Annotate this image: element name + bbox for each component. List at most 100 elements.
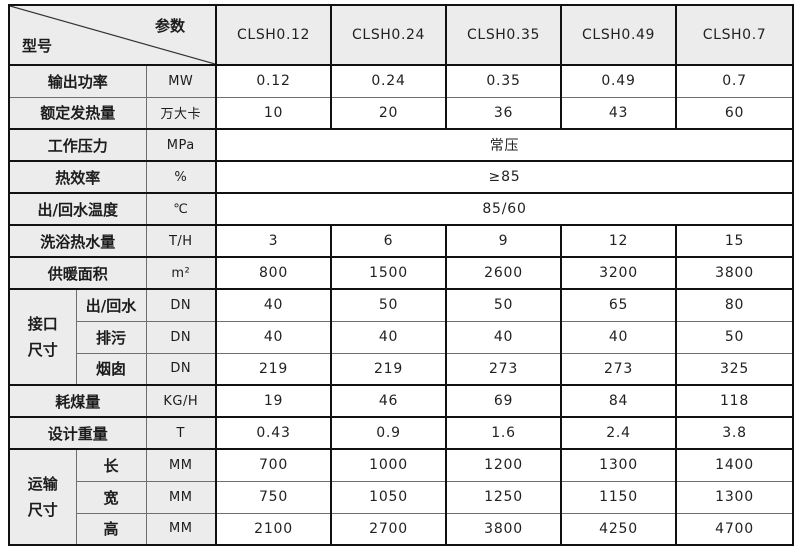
row-label: 洗浴热水量 (9, 224, 147, 257)
header-row: 参数 型号 CLSH0.12 CLSH0.24 CLSH0.35 CLSH0.4… (9, 4, 794, 65)
table-row: 设计重量 T 0.43 0.9 1.6 2.4 3.8 (9, 416, 794, 449)
table-row: 运输尺寸 长 MM 700 1000 1200 1300 1400 (9, 448, 794, 545)
row-label: 热效率 (9, 160, 147, 193)
value-cell: 40 (560, 320, 677, 353)
value-cell: 4700 (675, 512, 794, 545)
table-row: 耗煤量 KG/H 19 46 69 84 118 (9, 384, 794, 417)
unit-label: T (146, 416, 218, 449)
value-cell: 50 (330, 288, 447, 321)
value-cell: 69 (445, 384, 562, 417)
value-cell: 273 (445, 352, 562, 385)
table-row: 供暖面积 m² 800 1500 2600 3200 3800 (9, 256, 794, 289)
unit-label: MM (146, 448, 218, 481)
value-cell: 750 (215, 480, 332, 513)
value-cell: 2600 (445, 256, 562, 289)
unit-label: MW (146, 64, 218, 97)
value-cell: 219 (215, 352, 332, 385)
sub-row-label: 长 (76, 448, 147, 481)
table-row: 热效率 % ≥85 (9, 160, 794, 193)
value-cell: 43 (560, 96, 677, 129)
value-cell: 1200 (445, 448, 562, 481)
value-cell: 20 (330, 96, 447, 129)
sub-row-label: 排污 (76, 320, 147, 353)
value-cell: 12 (560, 224, 677, 257)
value-cell: 1400 (675, 448, 794, 481)
value-cell: 0.35 (445, 64, 562, 97)
unit-label: KG/H (146, 384, 218, 417)
unit-label: % (146, 160, 218, 193)
table-row: 排污 DN 40 40 40 40 50 (9, 320, 794, 353)
value-cell: 80 (675, 288, 794, 321)
value-cell: 9 (445, 224, 562, 257)
row-label: 设计重量 (9, 416, 147, 449)
value-cell: 4250 (560, 512, 677, 545)
value-cell: 2100 (215, 512, 332, 545)
unit-label: MM (146, 512, 218, 545)
table-row: 烟囱 DN 219 219 273 273 325 (9, 352, 794, 385)
value-cell: 2700 (330, 512, 447, 545)
sub-row-label: 烟囱 (76, 352, 147, 385)
unit-label: MM (146, 480, 218, 513)
row-label: 工作压力 (9, 128, 147, 161)
unit-label: 万大卡 (146, 96, 218, 129)
table-row: 输出功率 MW 0.12 0.24 0.35 0.49 0.7 (9, 64, 794, 97)
table-row: 宽 MM 750 1050 1250 1150 1300 (9, 480, 794, 513)
row-label: 出/回水温度 (9, 192, 147, 225)
table-row: 高 MM 2100 2700 3800 4250 4700 (9, 512, 794, 545)
corner-model-label: 型号 (22, 37, 53, 55)
row-label: 额定发热量 (9, 96, 147, 129)
value-cell: 3200 (560, 256, 677, 289)
table-row: 工作压力 MPa 常压 (9, 128, 794, 161)
sub-row-label: 高 (76, 512, 147, 545)
value-cell: 65 (560, 288, 677, 321)
value-cell: 219 (330, 352, 447, 385)
value-cell: 10 (215, 96, 332, 129)
value-cell: 700 (215, 448, 332, 481)
value-cell: 1050 (330, 480, 447, 513)
value-cell: 50 (675, 320, 794, 353)
unit-label: DN (146, 320, 218, 353)
model-header: CLSH0.24 (330, 4, 447, 65)
spec-table: 参数 型号 CLSH0.12 CLSH0.24 CLSH0.35 CLSH0.4… (8, 4, 795, 546)
value-cell: 3 (215, 224, 332, 257)
value-cell: 0.7 (675, 64, 794, 97)
value-cell: 3.8 (675, 416, 794, 449)
table-row: 出/回水温度 ℃ 85/60 (9, 192, 794, 225)
value-cell: 1300 (675, 480, 794, 513)
value-cell: 1250 (445, 480, 562, 513)
row-label: 供暖面积 (9, 256, 147, 289)
unit-label: DN (146, 352, 218, 385)
value-cell: 40 (215, 288, 332, 321)
value-cell: 118 (675, 384, 794, 417)
value-cell: 3800 (675, 256, 794, 289)
group-label-text: 接口尺寸 (27, 314, 58, 359)
unit-label: DN (146, 288, 218, 321)
corner-cell: 参数 型号 (9, 4, 218, 65)
value-cell: 1300 (560, 448, 677, 481)
value-cell: 2.4 (560, 416, 677, 449)
value-cell: 36 (445, 96, 562, 129)
value-cell: 1500 (330, 256, 447, 289)
value-cell: 0.43 (215, 416, 332, 449)
sub-row-label: 出/回水 (76, 288, 147, 321)
value-cell: 0.9 (330, 416, 447, 449)
value-cell: 46 (330, 384, 447, 417)
value-cell: 40 (215, 320, 332, 353)
value-cell: 3800 (445, 512, 562, 545)
value-cell-span: ≥85 (215, 160, 794, 193)
value-cell: 273 (560, 352, 677, 385)
value-cell: 50 (445, 288, 562, 321)
model-header: CLSH0.49 (560, 4, 677, 65)
value-cell-span: 85/60 (215, 192, 794, 225)
model-header: CLSH0.12 (215, 4, 332, 65)
unit-label: T/H (146, 224, 218, 257)
value-cell: 0.49 (560, 64, 677, 97)
value-cell: 40 (445, 320, 562, 353)
model-header: CLSH0.35 (445, 4, 562, 65)
value-cell: 60 (675, 96, 794, 129)
value-cell: 1000 (330, 448, 447, 481)
value-cell: 15 (675, 224, 794, 257)
row-label: 输出功率 (9, 64, 147, 97)
table-row: 洗浴热水量 T/H 3 6 9 12 15 (9, 224, 794, 257)
